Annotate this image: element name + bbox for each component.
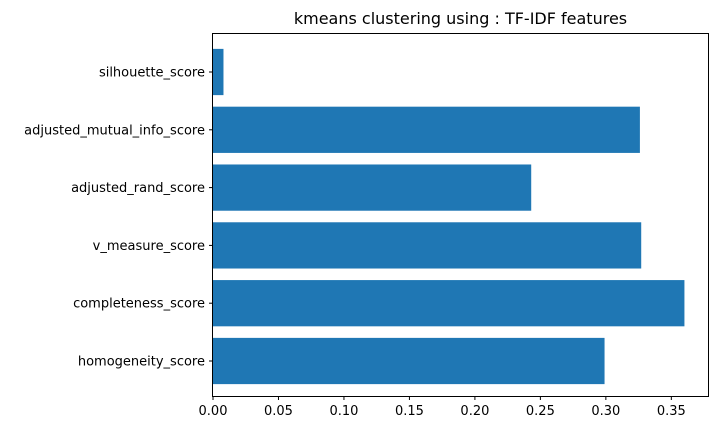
x-tick-label: 0.25 [526, 404, 555, 419]
y-tick-label: completeness_score [73, 297, 205, 312]
bar-completeness-score [213, 280, 685, 327]
y-tick-label: homogeneity_score [78, 355, 205, 370]
x-tick-label: 0.30 [591, 404, 620, 419]
x-axis-ticks: 0.00 0.05 0.10 0.15 0.20 0.25 0.30 0.35 [199, 396, 686, 419]
plot-frame [212, 33, 709, 397]
bar-v-measure-score [213, 222, 642, 269]
x-tick-label: 0.15 [395, 404, 424, 419]
bar-silhouette-score [213, 48, 224, 96]
bars-group [213, 48, 685, 385]
y-tick-label: v_measure_score [93, 239, 205, 254]
bar-adjusted-rand-score [213, 164, 532, 211]
x-tick-label: 0.10 [329, 404, 358, 419]
x-tick-label: 0.05 [264, 404, 293, 419]
y-axis-ticks: homogeneity_score completeness_score v_mea… [24, 66, 213, 370]
x-tick-label: 0.35 [657, 404, 686, 419]
x-tick-label: 0.20 [460, 404, 489, 419]
x-tick-label: 0.00 [199, 404, 228, 419]
bar-adjusted-mutual-info-score [213, 106, 640, 153]
chart-title: kmeans clustering using : TF-IDF feature… [294, 9, 627, 28]
bar-homogeneity-score [213, 337, 605, 385]
y-tick-label: adjusted_mutual_info_score [24, 123, 205, 138]
y-tick-label: adjusted_rand_score [71, 181, 205, 196]
y-tick-label: silhouette_score [99, 66, 205, 81]
